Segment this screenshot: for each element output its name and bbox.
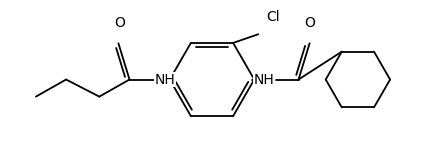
Text: O: O [304, 16, 315, 30]
Text: O: O [114, 16, 125, 30]
Text: NH: NH [154, 73, 175, 86]
Text: Cl: Cl [266, 10, 280, 24]
Text: NH: NH [254, 73, 275, 86]
